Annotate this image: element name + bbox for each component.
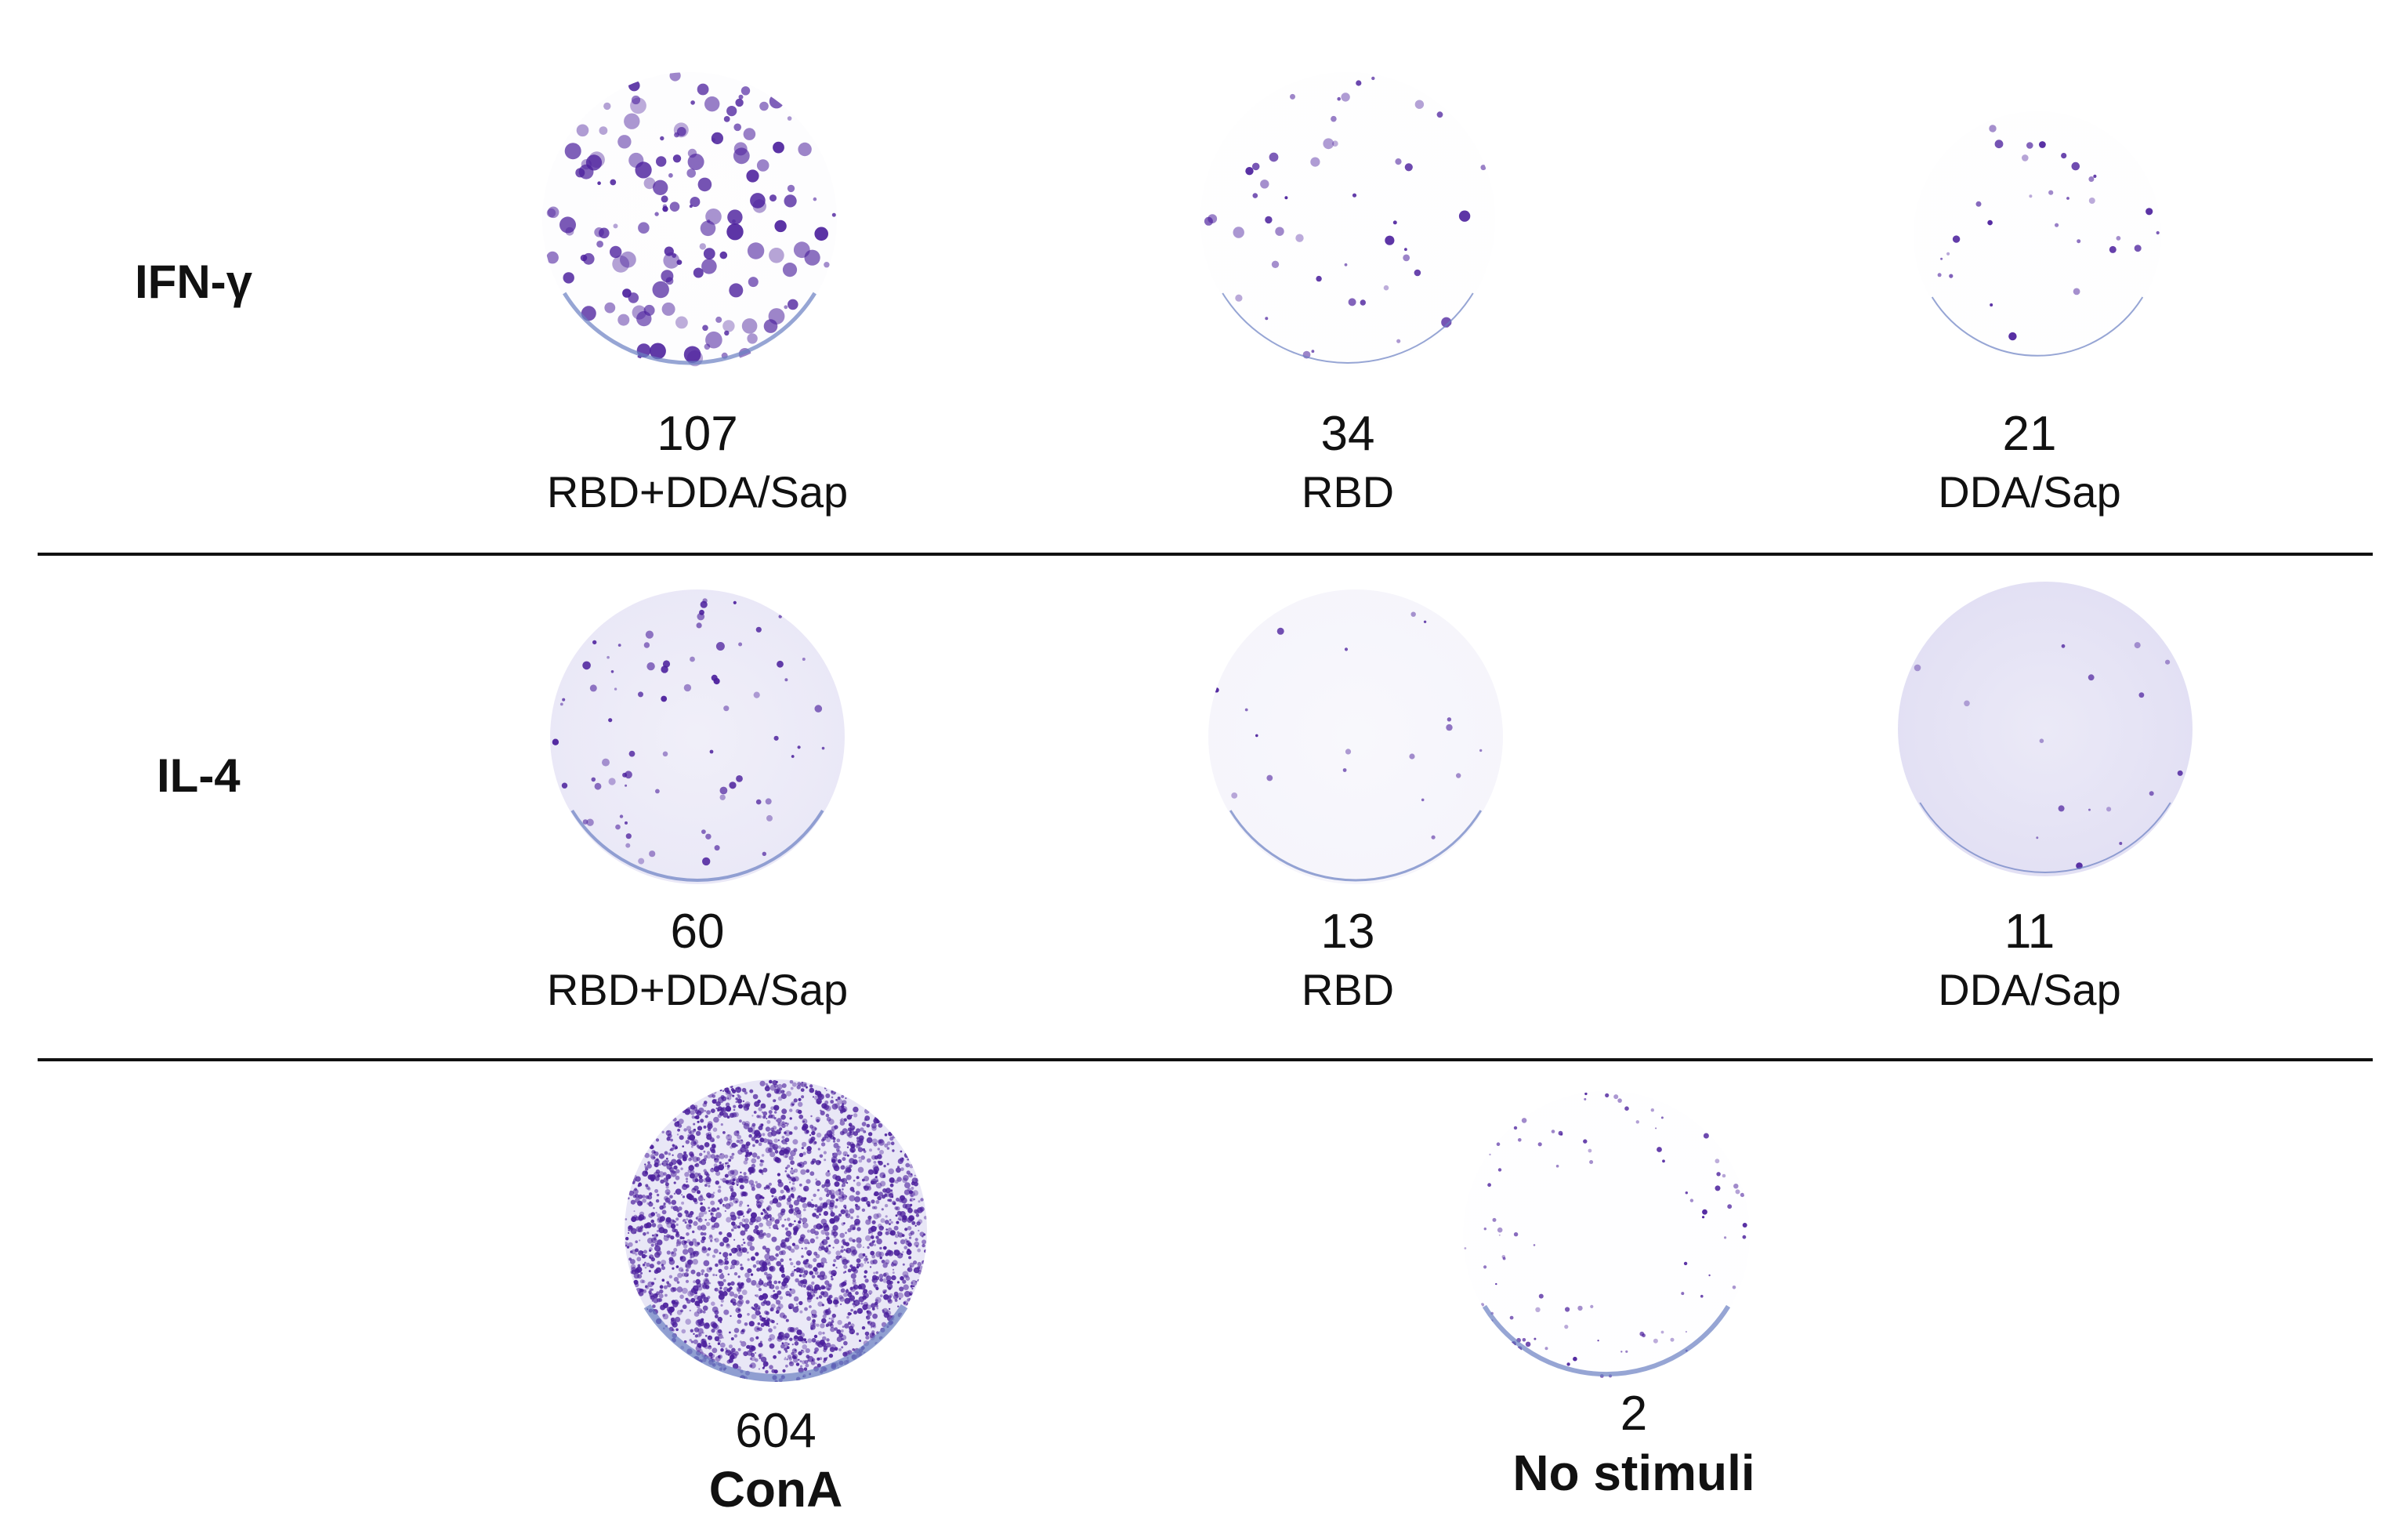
well-image-no-stimuli — [1418, 1082, 1794, 1387]
well-image-ifn-rbd — [1144, 63, 1552, 376]
row-label-ifn-gamma: IFN-γ — [135, 256, 252, 308]
row-divider — [38, 553, 2373, 556]
spot-count: 21 — [2002, 407, 2057, 461]
well-image-ifn-rbd-dda-sap — [486, 63, 893, 376]
condition-label: No stimuli — [1512, 1445, 1755, 1501]
condition-label: RBD+DDA/Sap — [546, 965, 849, 1014]
condition-label: ConA — [708, 1461, 843, 1518]
condition-label: RBD — [1301, 467, 1395, 517]
spot-count: 34 — [1320, 407, 1375, 461]
row-divider — [38, 1058, 2373, 1061]
well-image-il4-rbd-dda-sap — [517, 580, 878, 894]
well-image-il4-dda-sap — [1857, 572, 2233, 886]
spot-count: 60 — [670, 905, 725, 959]
well-image-il4-rbd — [1175, 580, 1536, 894]
condition-label: RBD — [1301, 965, 1395, 1014]
spot-count: 11 — [2004, 905, 2055, 959]
condition-label: RBD+DDA/Sap — [546, 467, 849, 517]
well-image-cona — [580, 1070, 972, 1391]
spot-count: 13 — [1320, 905, 1375, 959]
spot-count: 2 — [1620, 1387, 1648, 1441]
condition-label: DDA/Sap — [1938, 467, 2121, 517]
condition-label: DDA/Sap — [1938, 965, 2121, 1014]
row-label-il-4: IL-4 — [157, 749, 241, 802]
spot-count: 107 — [657, 407, 738, 461]
spot-count: 604 — [735, 1404, 817, 1458]
well-image-ifn-dda-sap — [1834, 102, 2241, 368]
